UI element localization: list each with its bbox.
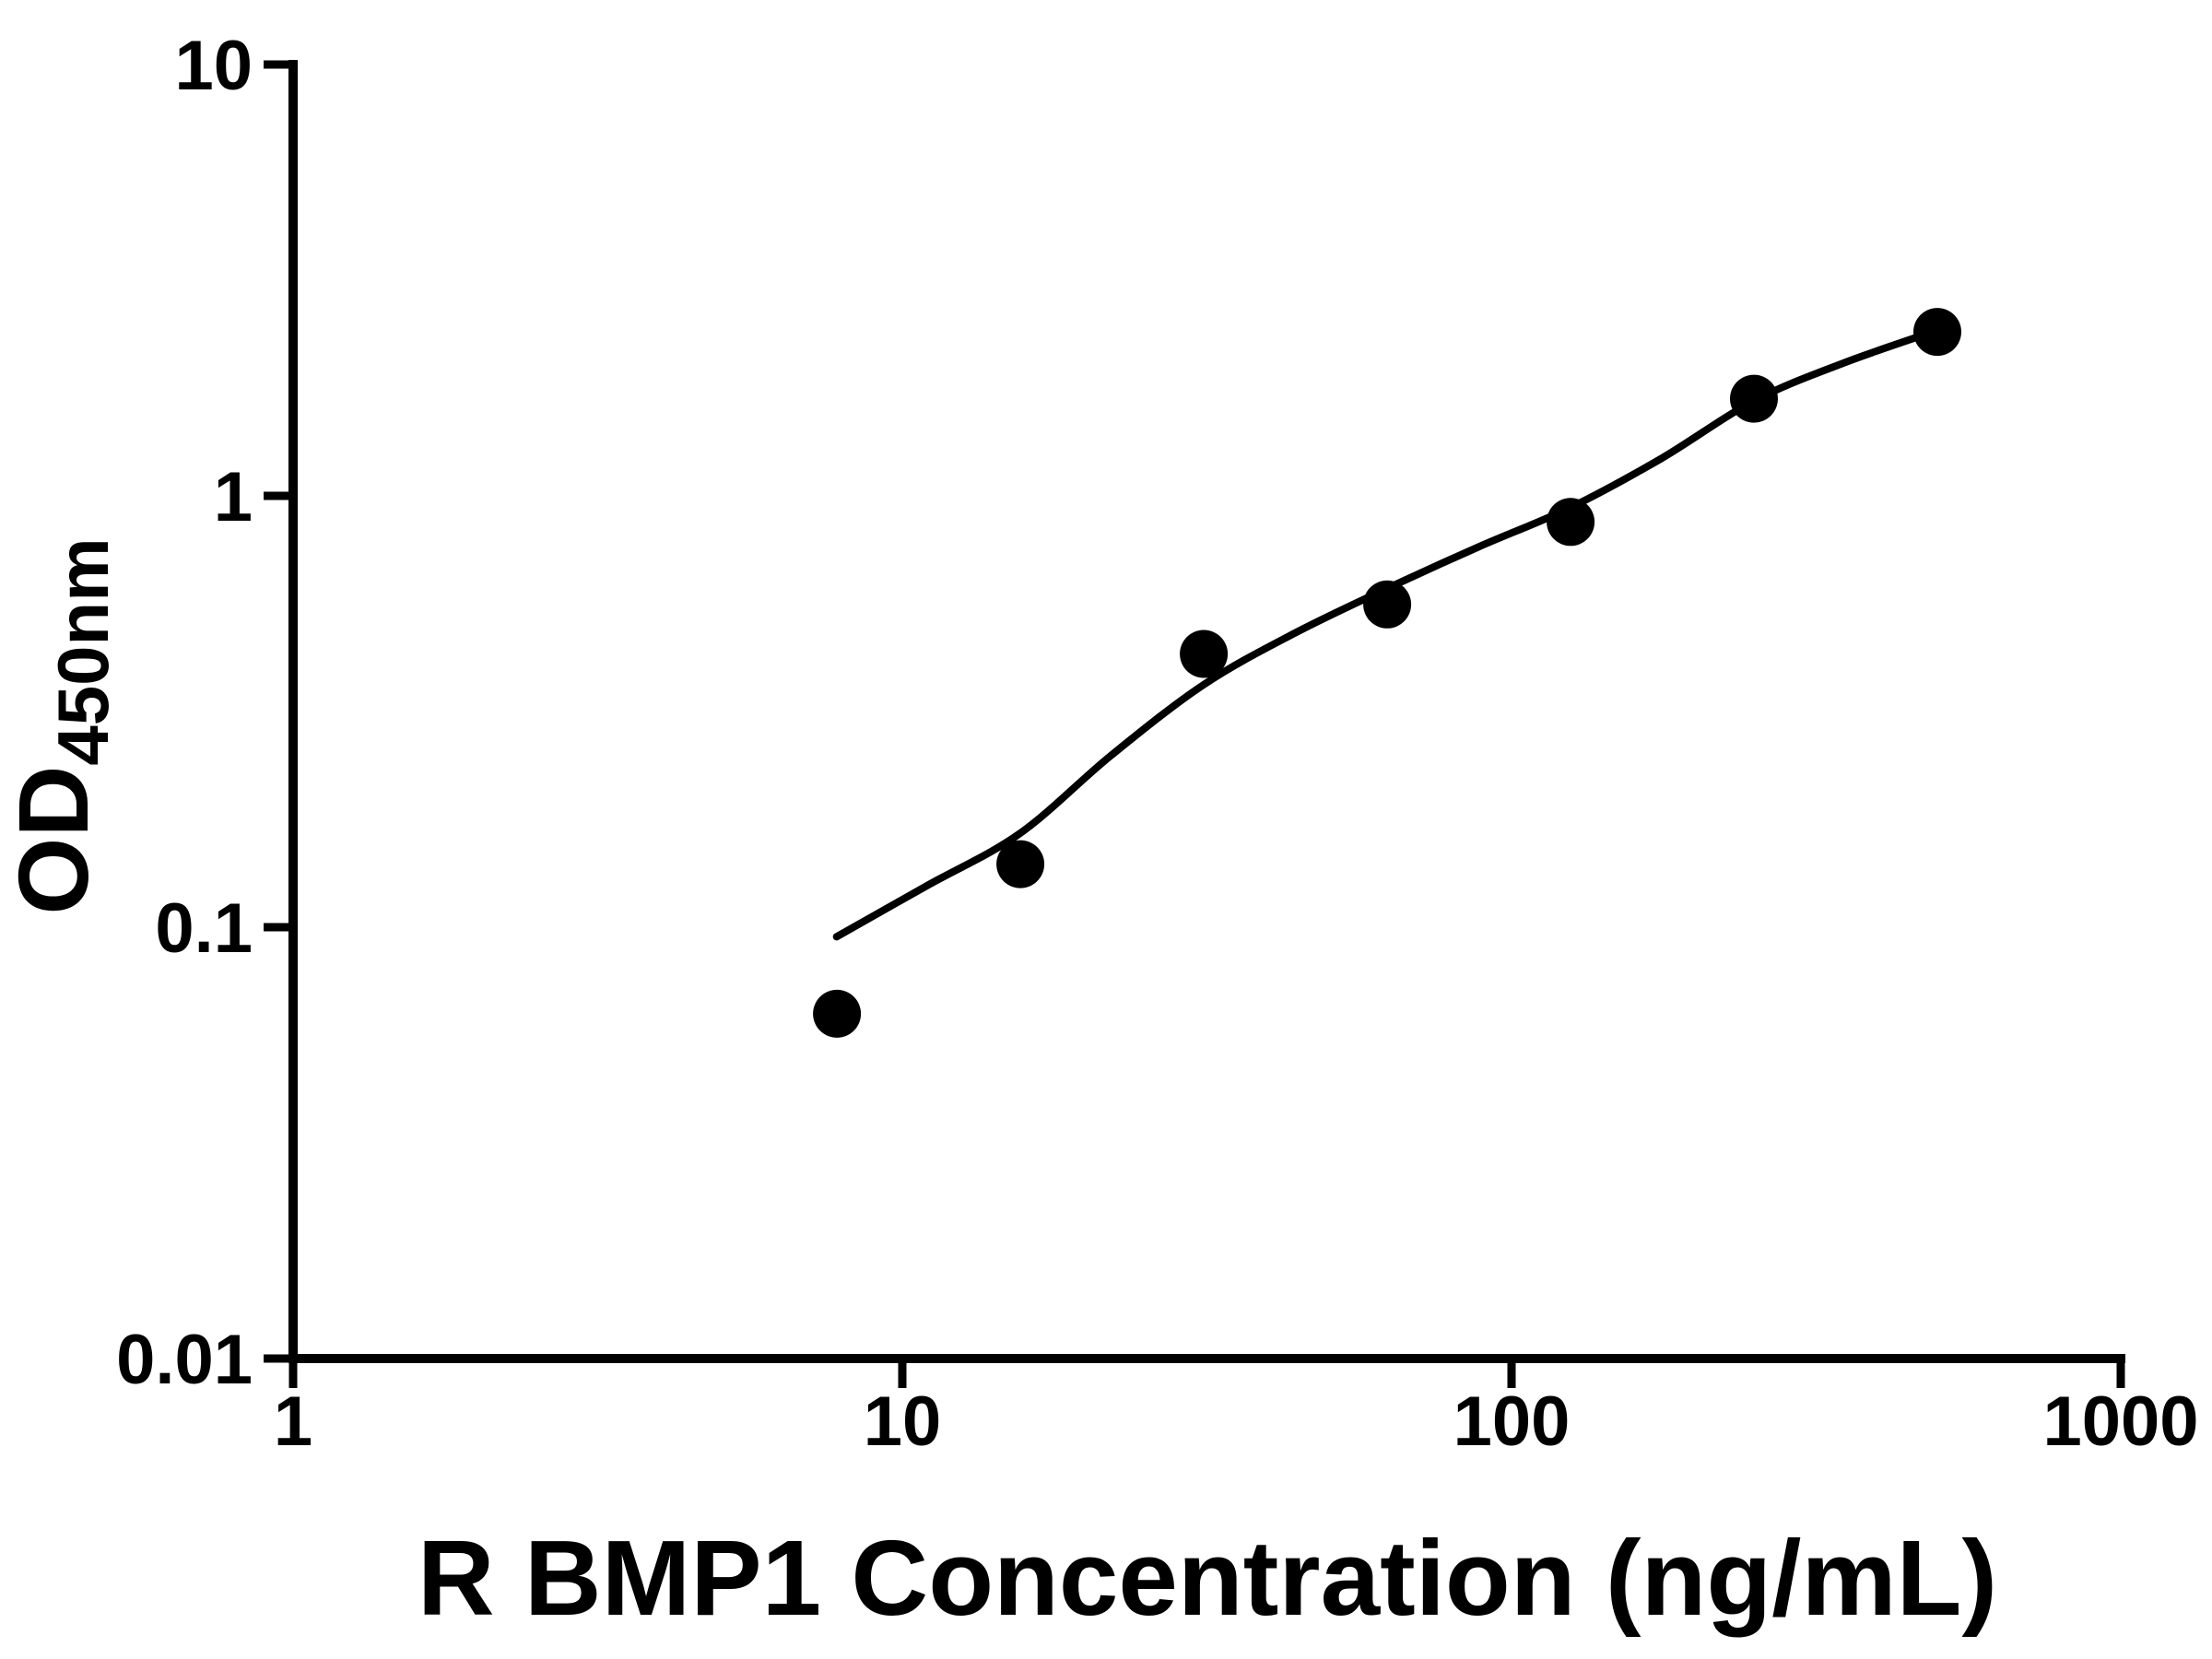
y-axis-title-main: OD	[0, 766, 109, 915]
x-tick-label: 10	[864, 1382, 942, 1461]
x-axis-title: R BMP1 Concentration (ng/mL)	[418, 1518, 1997, 1638]
x-tick-label: 1000	[2042, 1382, 2198, 1461]
data-point-marker	[1730, 374, 1778, 423]
y-tick-label: 1	[214, 458, 253, 536]
y-tick-label: 0.01	[116, 1321, 253, 1399]
data-point-marker	[1363, 580, 1412, 629]
x-tick-label: 1	[274, 1382, 312, 1461]
data-point-marker	[1180, 629, 1229, 678]
y-tick-label: 0.1	[155, 889, 253, 968]
fit-curve-line	[832, 326, 1941, 941]
data-point-marker	[996, 840, 1045, 888]
plot-layer: 1 10 100 1000 0.01 0.1 1 10	[116, 27, 2198, 1461]
data-point-marker	[1913, 308, 1961, 357]
x-tick-label: 100	[1453, 1382, 1571, 1461]
y-tick-label: 10	[174, 27, 253, 105]
y-axis-title: OD450nm	[0, 537, 124, 914]
data-point-marker	[813, 989, 862, 1038]
data-point-marker	[1547, 498, 1595, 547]
y-axis-title-subscript: 450nm	[42, 537, 124, 765]
